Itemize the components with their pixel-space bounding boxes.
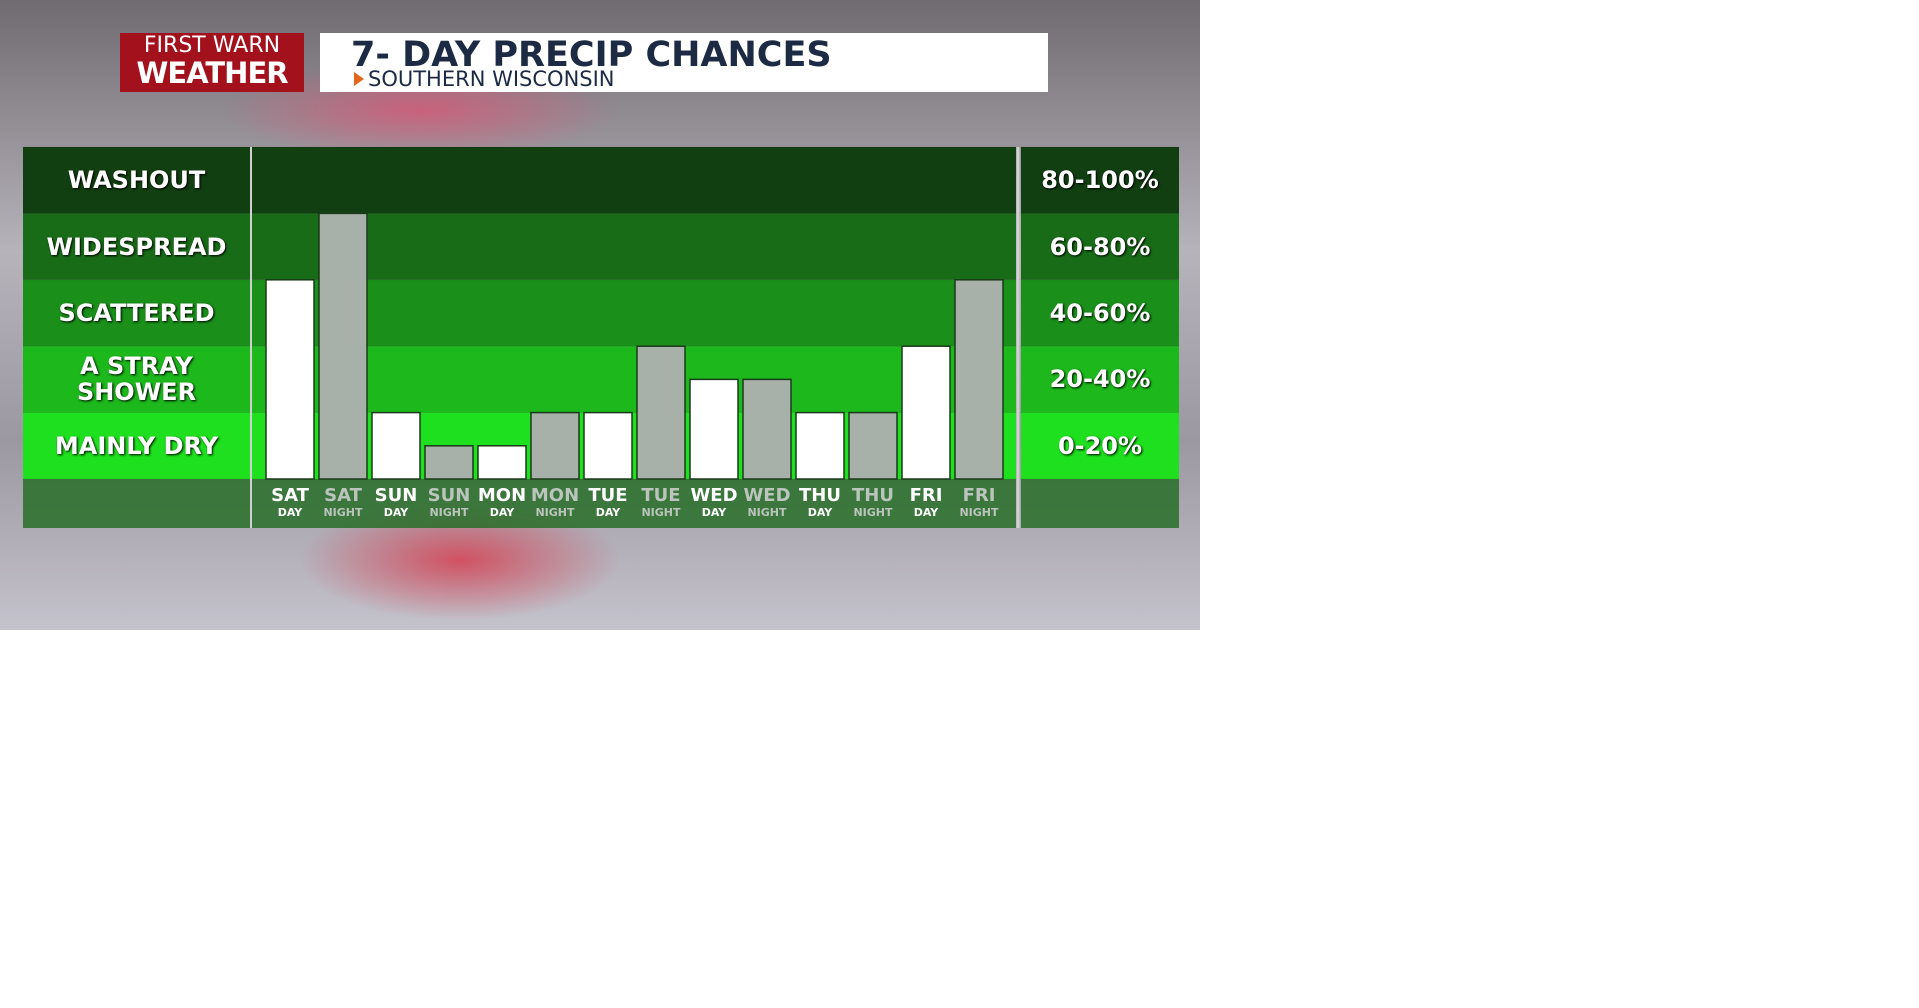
subtitle: SOUTHERN WISCONSIN xyxy=(368,67,615,91)
band-label: SCATTERED xyxy=(58,298,215,327)
logo-top: FIRST WARN xyxy=(143,33,281,58)
x-tick-label: SAT xyxy=(324,485,362,506)
bar xyxy=(742,378,792,480)
x-tick-label: WED xyxy=(743,485,790,506)
x-tick-sublabel: NIGHT xyxy=(535,506,575,519)
band xyxy=(252,279,1016,347)
band xyxy=(1021,147,1179,214)
bar xyxy=(636,345,686,480)
x-tick-sublabel: DAY xyxy=(808,506,834,519)
logo-bottom: WEATHER xyxy=(136,56,288,90)
bar xyxy=(795,411,845,480)
band-range: 40-60% xyxy=(1049,298,1151,327)
x-tick-label: THU xyxy=(799,485,841,506)
bar xyxy=(954,279,1004,480)
x-tick-sublabel: NIGHT xyxy=(853,506,893,519)
band xyxy=(1021,346,1179,413)
x-tick-label: WED xyxy=(690,485,737,506)
band xyxy=(252,213,1016,280)
x-tick-sublabel: NIGHT xyxy=(747,506,787,519)
x-tick-label: TUE xyxy=(641,485,680,506)
bar xyxy=(477,445,527,480)
bar xyxy=(318,212,368,480)
bar xyxy=(901,345,951,480)
x-tick-sublabel: DAY xyxy=(384,506,410,519)
x-tick-label: FRI xyxy=(910,485,943,506)
x-tick-label: MON xyxy=(478,485,526,506)
band-range: 60-80% xyxy=(1049,232,1151,261)
label-strip xyxy=(1021,479,1179,528)
band-range: 20-40% xyxy=(1049,365,1151,394)
band xyxy=(23,147,250,214)
x-tick-sublabel: DAY xyxy=(914,506,940,519)
x-tick-sublabel: NIGHT xyxy=(323,506,363,519)
band xyxy=(23,346,250,413)
band-label: MAINLY DRY xyxy=(54,431,219,460)
label-strip xyxy=(252,479,1016,528)
x-tick-sublabel: DAY xyxy=(278,506,304,519)
arrow xyxy=(354,72,364,86)
band xyxy=(252,147,1016,214)
band-range: 80-100% xyxy=(1041,166,1159,195)
x-tick-sublabel: NIGHT xyxy=(429,506,469,519)
x-tick-label: SAT xyxy=(271,485,309,506)
x-tick-sublabel: NIGHT xyxy=(641,506,681,519)
x-tick-sublabel: DAY xyxy=(490,506,516,519)
band xyxy=(252,346,1016,413)
band-label: WASHOUT xyxy=(67,166,206,195)
x-tick-label: FRI xyxy=(963,485,996,506)
bar xyxy=(530,411,580,480)
title: 7- DAY PRECIP CHANCES xyxy=(351,35,832,75)
x-tick-label: SUN xyxy=(428,485,471,506)
x-tick-sublabel: DAY xyxy=(596,506,622,519)
logo: FIRST WARN WEATHER xyxy=(120,33,304,92)
chart: SATDAYSATNIGHTSUNDAYSUNNIGHTMONDAYMONNIG… xyxy=(23,146,1179,528)
bar xyxy=(583,411,633,480)
title-box: 7- DAY PRECIP CHANCES SOUTHERN WISCONSIN xyxy=(320,33,1048,92)
band xyxy=(23,279,250,347)
bar xyxy=(371,411,421,480)
band-label: A STRAY SHOWER xyxy=(76,352,197,407)
x-tick-sublabel: NIGHT xyxy=(959,506,999,519)
band xyxy=(23,412,250,479)
x-tick-label: MON xyxy=(531,485,579,506)
x-tick-sublabel: DAY xyxy=(702,506,728,519)
bar xyxy=(424,445,474,480)
bar xyxy=(689,378,739,480)
x-tick-label: SUN xyxy=(375,485,418,506)
band xyxy=(1021,412,1179,479)
band-range: 0-20% xyxy=(1057,431,1143,460)
band xyxy=(1021,279,1179,347)
x-tick-label: THU xyxy=(852,485,894,506)
band xyxy=(1021,213,1179,280)
x-tick-label: TUE xyxy=(588,485,627,506)
band-label: WIDESPREAD xyxy=(46,232,227,261)
bar xyxy=(848,411,898,480)
band xyxy=(23,213,250,280)
label-strip xyxy=(23,479,250,528)
bar xyxy=(265,279,315,480)
